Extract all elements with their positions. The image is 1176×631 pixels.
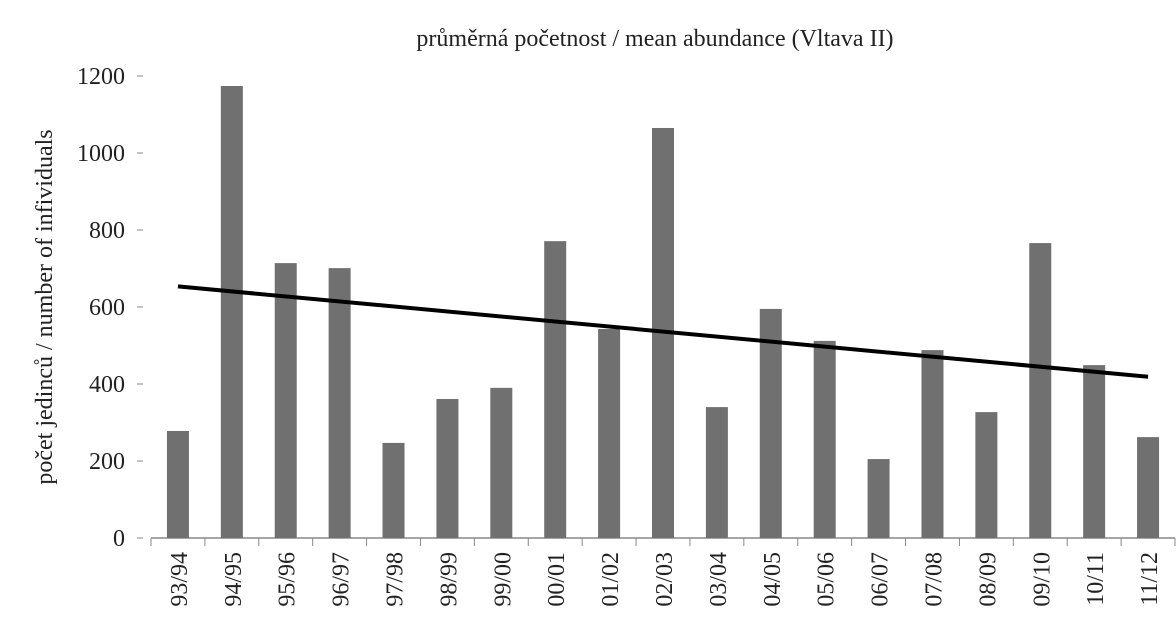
bar bbox=[759, 308, 782, 538]
bar bbox=[382, 442, 405, 538]
x-tick-label: 96/97 bbox=[329, 552, 355, 607]
bar bbox=[436, 399, 459, 538]
y-tick-label: 1200 bbox=[77, 64, 125, 90]
x-tick-label: 93/94 bbox=[167, 552, 193, 607]
bar bbox=[975, 412, 998, 538]
x-tick-label: 03/04 bbox=[706, 552, 732, 607]
x-tick-label: 10/11 bbox=[1083, 552, 1109, 606]
x-tick-label: 04/05 bbox=[760, 552, 786, 607]
bar bbox=[598, 328, 621, 538]
y-axis-label: počet jedinců / number of infividuals bbox=[32, 129, 58, 484]
y-tick-label: 200 bbox=[89, 449, 125, 475]
x-tick-label: 08/09 bbox=[975, 552, 1001, 607]
bar bbox=[921, 350, 944, 538]
bar bbox=[490, 387, 513, 538]
bar bbox=[166, 430, 189, 538]
x-tick-label: 98/99 bbox=[436, 552, 462, 607]
y-tick-label: 800 bbox=[89, 218, 125, 244]
x-tick-label: 99/00 bbox=[490, 552, 516, 607]
bar bbox=[544, 241, 567, 539]
chart-title: průměrná početnost / mean abundance (Vlt… bbox=[416, 26, 893, 52]
x-tick-label: 02/03 bbox=[652, 552, 678, 607]
x-tick-label: 06/07 bbox=[868, 552, 894, 607]
bar bbox=[813, 340, 836, 538]
x-tick-label: 94/95 bbox=[221, 552, 247, 607]
y-tick-label: 1000 bbox=[77, 141, 125, 167]
bar bbox=[274, 263, 297, 538]
x-tick-label: 95/96 bbox=[275, 552, 301, 607]
x-tick-label: 07/08 bbox=[921, 552, 947, 607]
x-tick-label: 09/10 bbox=[1029, 552, 1055, 607]
bar bbox=[220, 86, 243, 538]
bar bbox=[1029, 243, 1052, 538]
x-tick-label: 11/12 bbox=[1137, 552, 1163, 606]
y-tick-label: 400 bbox=[89, 372, 125, 398]
x-tick-label: 01/02 bbox=[598, 552, 624, 607]
y-tick-label: 0 bbox=[113, 526, 125, 552]
x-tick-label: 97/98 bbox=[383, 552, 409, 607]
bar bbox=[1137, 437, 1160, 538]
x-tick-label: 00/01 bbox=[544, 552, 570, 607]
bar bbox=[705, 407, 728, 538]
bar bbox=[867, 459, 890, 538]
x-tick-label: 05/06 bbox=[814, 552, 840, 607]
bar bbox=[1083, 365, 1106, 538]
bar bbox=[328, 268, 351, 538]
trend-line bbox=[177, 284, 1149, 379]
y-tick-label: 600 bbox=[89, 295, 125, 321]
